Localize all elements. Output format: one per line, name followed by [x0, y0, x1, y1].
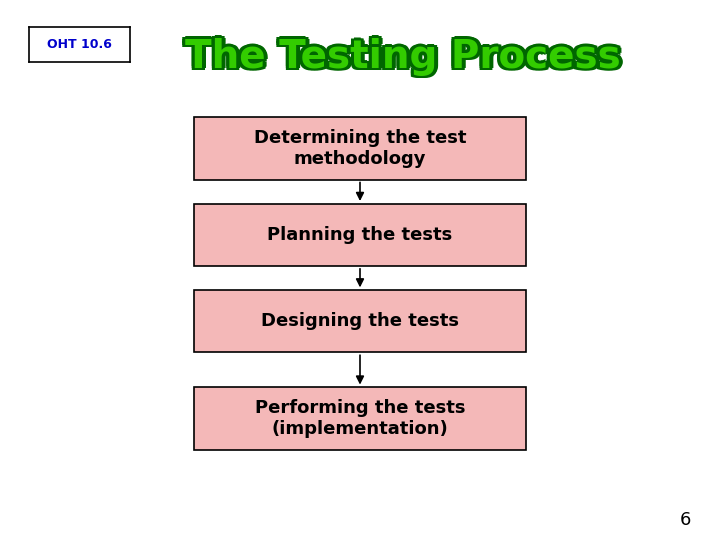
- Text: The Testing Process: The Testing Process: [188, 36, 624, 73]
- FancyBboxPatch shape: [194, 388, 526, 449]
- Text: The Testing Process: The Testing Process: [181, 38, 618, 76]
- Text: Designing the tests: Designing the tests: [261, 312, 459, 330]
- Text: OHT 10.6: OHT 10.6: [47, 38, 112, 51]
- FancyBboxPatch shape: [194, 291, 526, 352]
- Text: 6: 6: [680, 511, 691, 529]
- Text: The Testing Process: The Testing Process: [188, 40, 624, 78]
- Text: Determining the test
methodology: Determining the test methodology: [253, 129, 467, 168]
- Text: The Testing Process: The Testing Process: [185, 35, 621, 73]
- Text: The Testing Process: The Testing Process: [185, 38, 621, 76]
- Text: The Testing Process: The Testing Process: [189, 38, 625, 76]
- Text: The Testing Process: The Testing Process: [185, 40, 621, 78]
- FancyBboxPatch shape: [194, 117, 526, 179]
- FancyBboxPatch shape: [194, 204, 526, 266]
- Text: The Testing Process: The Testing Process: [182, 36, 618, 73]
- Text: The Testing Process: The Testing Process: [183, 39, 619, 77]
- Text: Planning the tests: Planning the tests: [267, 226, 453, 244]
- Text: The Testing Process: The Testing Process: [182, 40, 618, 78]
- Text: The Testing Process: The Testing Process: [187, 36, 624, 74]
- Text: Performing the tests
(implementation): Performing the tests (implementation): [255, 399, 465, 438]
